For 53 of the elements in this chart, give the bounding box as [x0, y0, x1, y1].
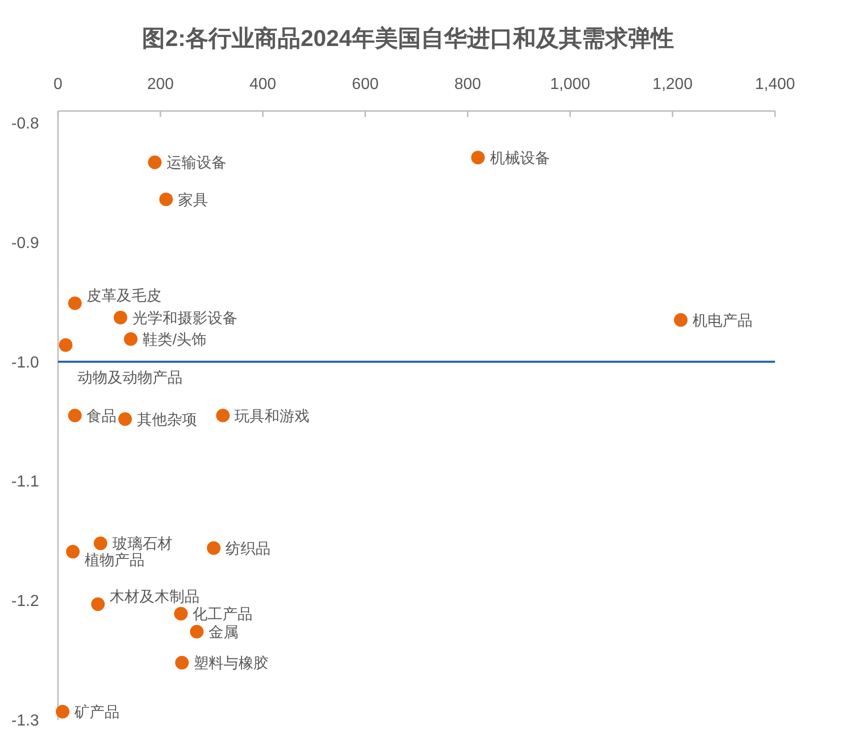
point — [68, 408, 82, 422]
x-tick-label: 1,200 — [652, 76, 693, 93]
annotation: 皮革及毛皮 — [86, 288, 162, 305]
annotation: 鞋类/头饰 — [142, 331, 207, 348]
y-tick-label: -0.8 — [11, 115, 40, 132]
annotation: 纺织品 — [225, 540, 270, 558]
annotation: 机电产品 — [692, 312, 753, 330]
annotation: 塑料与橡胶 — [194, 655, 269, 672]
annotation: 家具 — [178, 192, 208, 209]
point — [114, 310, 128, 324]
point — [471, 150, 485, 164]
annotation: 木材及木制品 — [110, 588, 200, 606]
y-tick-label: -1.0 — [11, 354, 40, 372]
annotation: 机械设备 — [490, 150, 550, 167]
x-tick-label: 600 — [352, 76, 379, 93]
chart-title: 图2:各行业商品2024年美国自华进口和及其需求弹性 — [142, 25, 674, 51]
point — [175, 656, 189, 670]
annotation: 光学和摄影设备 — [132, 310, 238, 327]
x-tick-label: 400 — [250, 76, 276, 93]
y-tick-label: -1.3 — [11, 712, 40, 730]
annotation: 运输设备 — [166, 154, 227, 172]
annotation: 植物产品 — [84, 552, 145, 570]
x-tick-label: 200 — [147, 76, 174, 93]
point — [216, 408, 230, 422]
y-tick-label: -1.2 — [11, 593, 40, 610]
annotation: 玩具和游戏 — [234, 408, 310, 425]
annotation: 其他杂项 — [136, 411, 197, 428]
point — [66, 544, 80, 558]
x-tick-label: 0 — [54, 76, 63, 93]
point — [674, 313, 688, 327]
x-tick-label: 1,400 — [754, 76, 796, 93]
point — [159, 192, 173, 206]
point — [174, 606, 188, 621]
point — [118, 412, 132, 426]
annotation: 矿产品 — [73, 704, 120, 722]
point — [68, 296, 82, 310]
point — [58, 338, 72, 352]
point — [91, 597, 105, 611]
point — [206, 541, 220, 555]
annotation: 动物及动物产品 — [77, 370, 182, 387]
y-tick-label: -1.1 — [11, 474, 40, 491]
annotation: 金属 — [208, 624, 239, 642]
point — [148, 156, 162, 170]
annotation: 玻璃石材 — [112, 536, 172, 553]
point — [124, 332, 138, 346]
y-tick-label: -0.9 — [11, 234, 40, 252]
point — [190, 624, 204, 638]
point — [56, 704, 70, 718]
point — [94, 536, 108, 550]
x-tick-label: 1,000 — [550, 76, 590, 93]
annotation: 化工产品 — [192, 606, 253, 624]
annotation: 食品 — [86, 408, 117, 425]
x-tick-label: 800 — [454, 76, 482, 93]
